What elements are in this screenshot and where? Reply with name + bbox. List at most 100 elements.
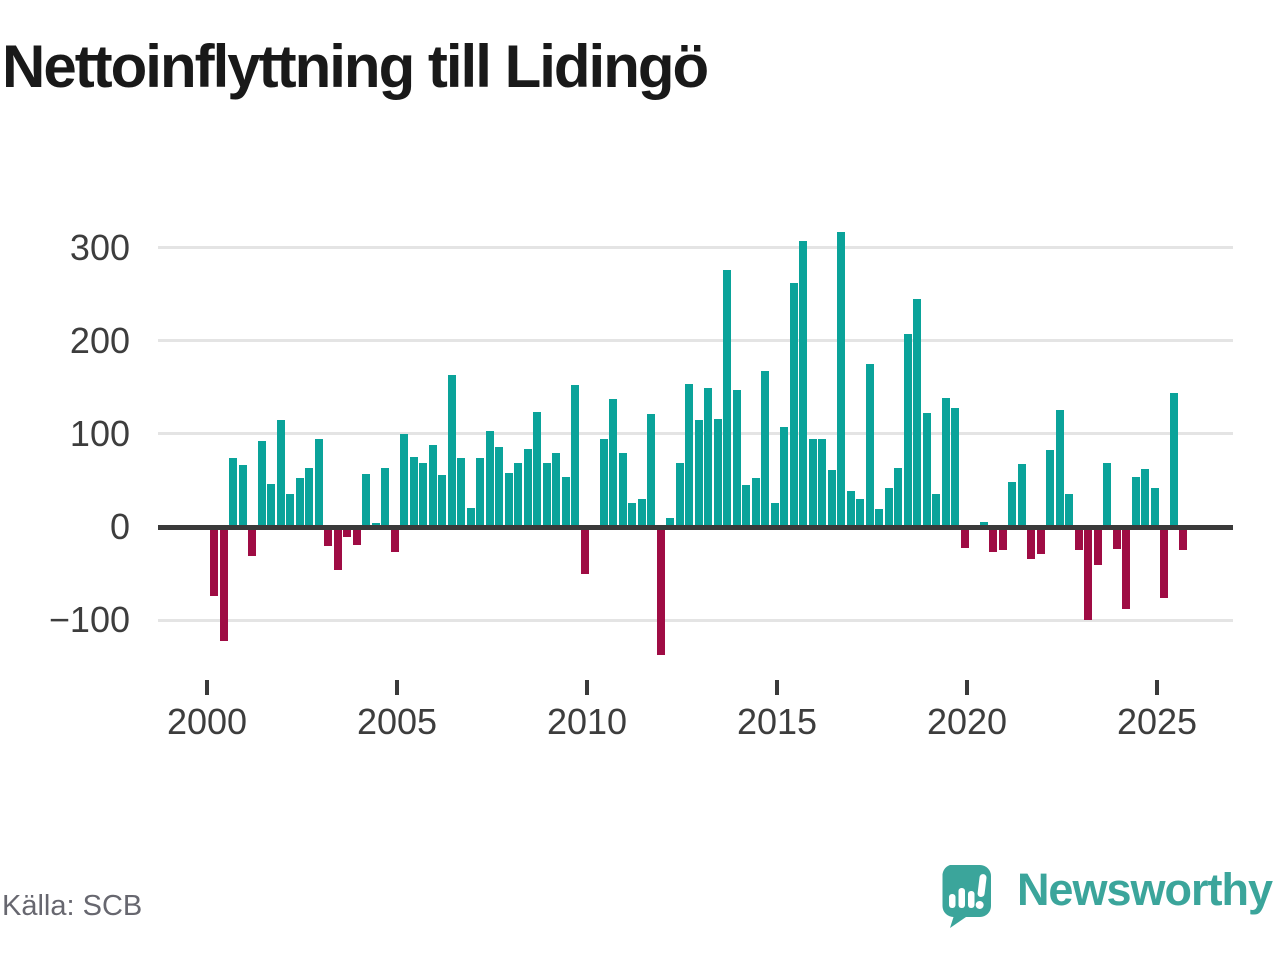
bar — [694, 419, 703, 527]
y-axis-label: 100 — [69, 412, 130, 454]
bar — [903, 334, 912, 527]
bar — [875, 509, 883, 527]
logo-bar-3 — [967, 891, 975, 908]
bar — [637, 499, 646, 527]
source-label: Källa: SCB — [2, 890, 143, 922]
bar — [210, 529, 218, 597]
bar — [770, 502, 779, 527]
bar — [723, 269, 731, 527]
bar — [447, 375, 456, 527]
y-axis-label: 0 — [109, 506, 130, 547]
bar — [457, 458, 465, 527]
y-axis-label: 300 — [69, 226, 130, 268]
bar — [618, 452, 627, 527]
bar — [305, 468, 313, 527]
bar — [666, 517, 674, 527]
bar — [789, 282, 798, 527]
x-axis-tick — [585, 680, 589, 695]
bar — [561, 476, 570, 527]
bar — [751, 477, 760, 527]
bar — [1055, 409, 1064, 527]
bar — [704, 388, 712, 527]
bar — [1084, 529, 1092, 621]
bar — [476, 458, 484, 527]
bar — [1027, 529, 1035, 559]
bar — [713, 418, 722, 527]
bar — [428, 445, 437, 527]
x-axis-tick — [205, 680, 209, 695]
bar — [552, 453, 560, 527]
x-axis-label: 2010 — [546, 701, 628, 742]
x-axis-tick — [965, 680, 969, 695]
y-axis-label: −100 — [48, 599, 130, 641]
bar — [362, 473, 370, 527]
bar — [580, 529, 589, 574]
bar — [685, 384, 693, 527]
bar — [248, 529, 256, 556]
gridline — [158, 618, 1233, 622]
bar — [466, 508, 475, 527]
bar — [400, 433, 408, 527]
bar — [238, 464, 247, 527]
bar — [419, 462, 427, 527]
bar — [1036, 529, 1045, 555]
bar — [514, 462, 522, 527]
bar — [409, 457, 418, 527]
bar — [742, 485, 750, 527]
bar — [837, 231, 845, 527]
bar — [1074, 529, 1083, 550]
bar — [856, 499, 864, 527]
bar — [846, 490, 855, 527]
bar — [1093, 529, 1102, 566]
bar — [960, 529, 969, 548]
bar — [628, 502, 636, 527]
bar — [219, 529, 228, 641]
x-axis-label: 2000 — [166, 701, 248, 742]
x-axis-label: 2005 — [356, 701, 438, 742]
gridline — [158, 246, 1233, 249]
bar — [989, 529, 997, 553]
bar — [533, 412, 541, 527]
bar — [1122, 529, 1130, 610]
bar — [438, 474, 446, 527]
bar — [780, 427, 788, 527]
newsworthy-wordmark: Newsworthy — [1016, 864, 1273, 915]
bar — [1065, 493, 1073, 527]
x-axis-tick — [775, 680, 779, 695]
bar — [1150, 487, 1159, 527]
bar — [1141, 469, 1149, 527]
zero-axis-line — [158, 524, 1233, 530]
x-axis-tick — [1155, 680, 1159, 695]
bar — [1131, 476, 1140, 527]
bar — [1179, 529, 1187, 551]
bar — [267, 484, 275, 527]
bar — [352, 529, 361, 545]
bar — [333, 529, 342, 570]
bar — [1169, 392, 1178, 527]
bar — [656, 529, 665, 655]
bar — [1046, 449, 1054, 527]
x-axis-tick — [395, 680, 399, 695]
bar — [390, 529, 399, 553]
logo-bar-1 — [948, 894, 956, 908]
bar — [913, 298, 921, 527]
bar — [504, 473, 513, 527]
bar — [485, 431, 494, 527]
bar — [276, 419, 285, 527]
bar — [257, 441, 266, 527]
x-axis-label: 2020 — [926, 701, 1008, 742]
bar — [761, 371, 769, 527]
bar — [571, 385, 579, 527]
logo-exclamation — [975, 874, 987, 909]
bar — [647, 414, 655, 527]
bar — [343, 529, 351, 538]
bar — [1112, 529, 1121, 549]
bar — [324, 529, 332, 546]
bar — [609, 399, 617, 527]
bar — [932, 494, 940, 527]
bar — [1160, 529, 1168, 598]
newsworthy-brand: Newsworthy — [939, 860, 1273, 930]
bar — [941, 397, 950, 527]
